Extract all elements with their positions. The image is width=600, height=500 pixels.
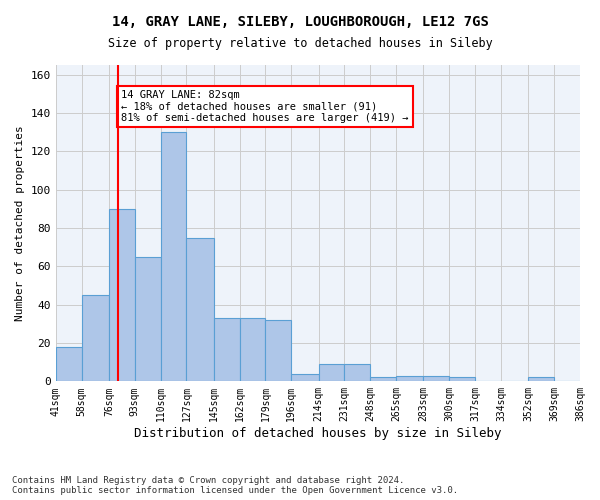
Bar — [319, 364, 344, 382]
Bar — [424, 376, 449, 382]
Bar — [265, 320, 291, 382]
Bar — [370, 378, 396, 382]
Bar — [161, 132, 187, 382]
Bar — [214, 318, 239, 382]
Text: 14, GRAY LANE, SILEBY, LOUGHBOROUGH, LE12 7GS: 14, GRAY LANE, SILEBY, LOUGHBOROUGH, LE1… — [112, 15, 488, 29]
Text: Contains HM Land Registry data © Crown copyright and database right 2024.
Contai: Contains HM Land Registry data © Crown c… — [12, 476, 458, 495]
Text: 14 GRAY LANE: 82sqm
← 18% of detached houses are smaller (91)
81% of semi-detach: 14 GRAY LANE: 82sqm ← 18% of detached ho… — [121, 90, 409, 123]
Bar — [396, 376, 424, 382]
Bar — [529, 378, 554, 382]
Text: Size of property relative to detached houses in Sileby: Size of property relative to detached ho… — [107, 38, 493, 51]
Bar — [239, 318, 265, 382]
Bar — [56, 347, 82, 382]
Bar — [134, 256, 161, 382]
Y-axis label: Number of detached properties: Number of detached properties — [15, 126, 25, 321]
Bar — [82, 295, 109, 382]
Bar — [344, 364, 370, 382]
Bar — [291, 374, 319, 382]
Bar — [187, 238, 214, 382]
X-axis label: Distribution of detached houses by size in Sileby: Distribution of detached houses by size … — [134, 427, 502, 440]
Bar — [449, 378, 475, 382]
Bar — [109, 209, 134, 382]
